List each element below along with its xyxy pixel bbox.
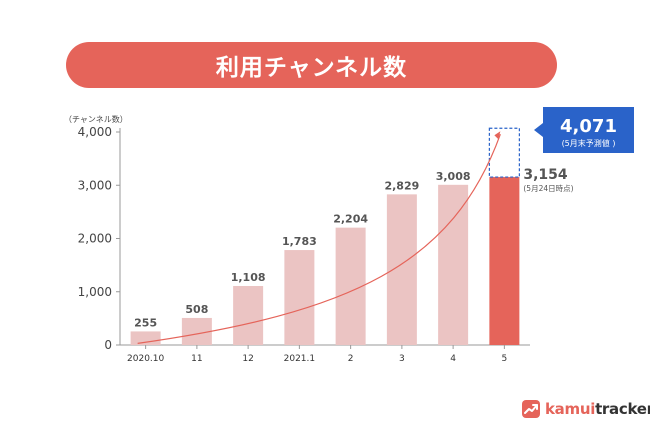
data-label: 508 xyxy=(185,303,208,316)
trend-arrow-line xyxy=(137,134,501,344)
brand-name-accent: kamui xyxy=(545,400,596,418)
y-tick-label: 4,000 xyxy=(78,125,112,139)
forecast-box xyxy=(488,127,520,178)
bar xyxy=(386,194,417,345)
x-tick-label: 11 xyxy=(191,354,202,364)
bar xyxy=(489,177,520,345)
x-tick-label: 2021.1 xyxy=(284,354,316,364)
bar xyxy=(233,285,264,345)
forecast-callout-pointer xyxy=(534,123,543,137)
brand-name: kamuitracker xyxy=(545,400,650,418)
brand-logo: kamuitracker xyxy=(522,398,650,420)
x-tick-label: 5 xyxy=(502,354,508,364)
data-label: 3,154 xyxy=(523,167,568,183)
bar xyxy=(284,250,315,345)
trend-arrow-icon xyxy=(522,400,540,418)
bar xyxy=(181,317,212,345)
x-tick-label: 2 xyxy=(348,354,354,364)
chart-title: 利用チャンネル数 xyxy=(66,42,557,88)
data-label: 1,108 xyxy=(231,271,266,284)
data-label: 1,783 xyxy=(282,235,317,248)
data-label: 2,829 xyxy=(384,179,419,192)
y-tick-label: 2,000 xyxy=(78,232,112,246)
data-label: 255 xyxy=(134,316,157,329)
forecast-value: 4,071 xyxy=(560,116,617,137)
forecast-callout xyxy=(543,107,634,153)
x-tick-label: 4 xyxy=(450,354,456,364)
x-tick-label: 3 xyxy=(399,354,405,364)
y-tick-label: 1,000 xyxy=(78,285,112,299)
data-label: 2,204 xyxy=(333,213,368,226)
data-label-note: (5月24日時点) xyxy=(523,184,573,193)
y-tick-label: 0 xyxy=(104,338,112,352)
data-label: 3,008 xyxy=(436,170,471,183)
bar xyxy=(130,331,161,345)
bar xyxy=(438,184,469,345)
forecast-note: (5月末予測値 ) xyxy=(562,138,616,148)
trend-arrowhead xyxy=(494,131,501,140)
x-tick-label: 2020.10 xyxy=(127,354,164,364)
x-tick-label: 12 xyxy=(242,354,253,364)
brand-name-rest: tracker xyxy=(595,400,650,418)
y-tick-label: 3,000 xyxy=(78,178,112,192)
y-axis-label: （チャンネル数） xyxy=(64,114,128,124)
